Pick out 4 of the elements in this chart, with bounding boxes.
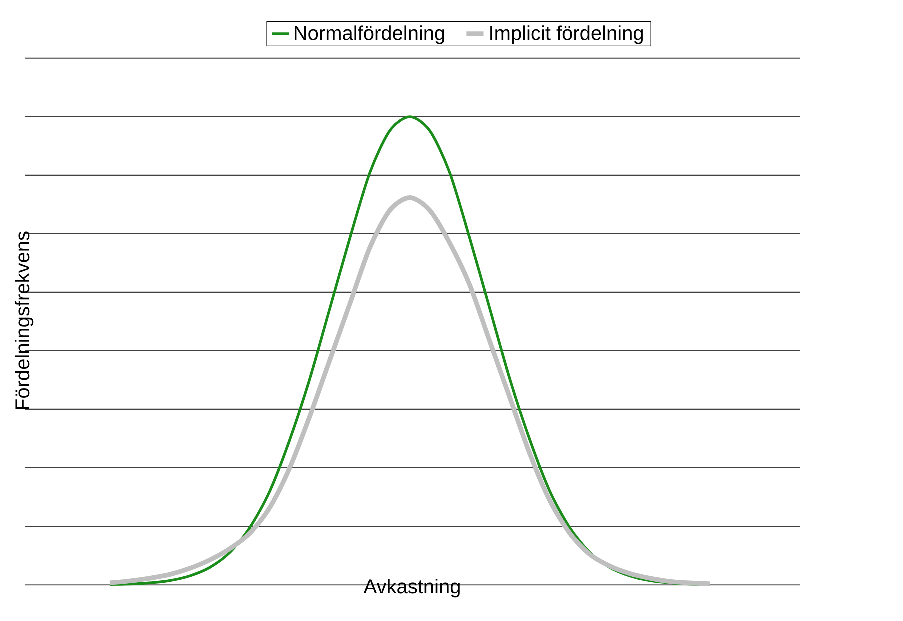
legend-label: Normalfördelning — [295, 26, 444, 44]
legend-label: Implicit fördelning — [490, 26, 644, 44]
y-axis-title: Fördelningsfrekvens — [14, 232, 34, 410]
x-axis-title: Avkastning — [364, 579, 460, 598]
